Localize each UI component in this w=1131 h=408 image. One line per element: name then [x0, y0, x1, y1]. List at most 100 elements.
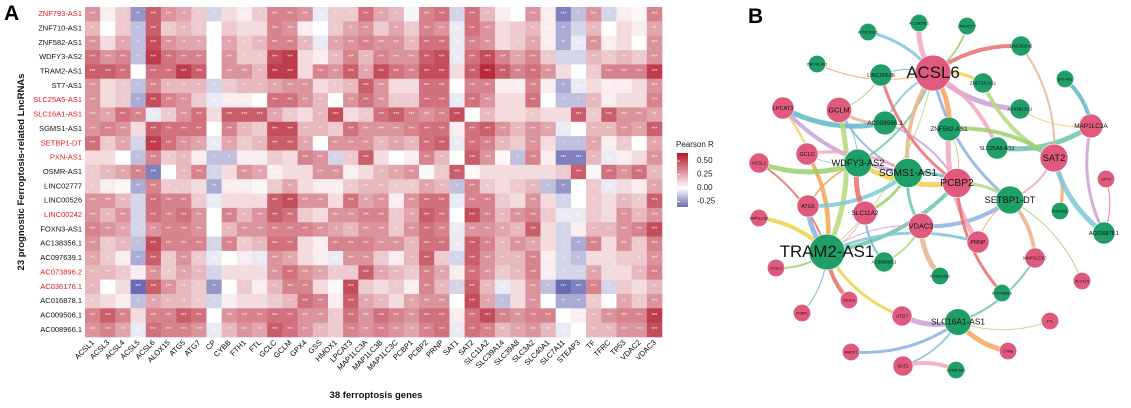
heatmap-cell — [434, 35, 450, 51]
heatmap-cell — [646, 21, 663, 36]
heatmap-cell — [449, 236, 465, 252]
heatmap-cell — [525, 322, 541, 338]
significance-label: ** — [273, 284, 277, 290]
lncrna-node-circle — [1010, 35, 1032, 57]
heatmap-cell — [85, 236, 101, 252]
significance-label: ** — [242, 126, 246, 132]
heatmap-cell — [479, 279, 496, 295]
significance-label: * — [304, 55, 306, 61]
heatmap-cell — [449, 207, 465, 223]
significance-label: ** — [364, 198, 368, 204]
significance-label: *** — [439, 141, 445, 147]
significance-label: *** — [272, 12, 278, 18]
significance-label: ns — [545, 83, 551, 89]
heatmap-cell — [494, 293, 511, 309]
significance-label: *** — [409, 169, 415, 175]
significance-label: ** — [273, 83, 277, 89]
significance-label: ** — [197, 83, 201, 89]
significance-label: *** — [90, 112, 96, 118]
heatmap-cell — [616, 35, 632, 51]
significance-label: ns — [333, 184, 339, 190]
significance-label: ** — [592, 227, 596, 233]
lncrna-node-circle — [972, 72, 994, 94]
significance-label: *** — [348, 284, 354, 290]
heatmap-cell — [570, 21, 587, 36]
row-label: SGMS1-AS1 — [39, 124, 82, 133]
heatmap-cell — [434, 250, 450, 266]
heatmap-cell — [434, 265, 450, 280]
significance-label: *** — [257, 212, 263, 218]
significance-label: *** — [242, 327, 248, 333]
heatmap-cell — [343, 322, 359, 338]
significance-label: * — [532, 169, 534, 175]
node-label: SLC16A1-AS1 — [931, 317, 985, 327]
network-node: ACSL6 — [906, 54, 960, 92]
heatmap-cell — [464, 93, 481, 108]
significance-label: *** — [242, 69, 248, 75]
significance-label: * — [593, 112, 595, 118]
significance-label: ** — [288, 255, 292, 261]
significance-label: *** — [439, 212, 445, 218]
heatmap-cell — [191, 222, 207, 237]
significance-label: ** — [501, 327, 505, 333]
heatmap-cell — [555, 150, 572, 166]
significance-label: ** — [485, 298, 489, 304]
significance-label: *** — [333, 141, 339, 147]
significance-label: *** — [150, 55, 156, 61]
significance-label: * — [107, 98, 109, 104]
heatmap-cell — [373, 35, 389, 51]
heatmap-cell — [327, 121, 344, 137]
significance-label: ** — [303, 40, 307, 46]
significance-label: * — [137, 40, 139, 46]
significance-label: ns — [333, 255, 339, 261]
significance-label: * — [243, 26, 245, 32]
heatmap-cell — [236, 121, 253, 137]
heatmap-cell — [206, 250, 222, 266]
heatmap-cell — [419, 193, 435, 209]
significance-label: * — [107, 40, 109, 46]
significance-label: *** — [378, 227, 384, 233]
significance-label: ** — [501, 255, 505, 261]
heatmap-cell — [646, 150, 663, 166]
significance-label: * — [593, 69, 595, 75]
heatmap-cell — [525, 279, 541, 295]
significance-label: * — [122, 83, 124, 89]
heatmap-cell — [494, 7, 511, 22]
significance-label: *** — [424, 26, 430, 32]
significance-label: *** — [409, 112, 415, 118]
significance-label: *** — [439, 227, 445, 233]
significance-label: *** — [393, 126, 399, 132]
significance-label: * — [122, 270, 124, 276]
heatmap-cell — [85, 193, 101, 209]
significance-label: * — [456, 12, 458, 18]
significance-label: *** — [348, 69, 354, 75]
heatmap-cell — [85, 222, 101, 237]
significance-label: * — [547, 141, 549, 147]
heatmap-cell — [464, 193, 481, 209]
heatmap-cell — [631, 322, 648, 338]
significance-label: ns — [348, 169, 354, 175]
significance-label: ** — [318, 327, 322, 333]
heatmap-cell — [616, 222, 632, 237]
heatmap-cell — [449, 222, 465, 237]
significance-label: ns — [151, 112, 157, 118]
significance-label: *** — [409, 227, 415, 233]
significance-label: * — [228, 198, 230, 204]
heatmap-cell — [388, 236, 405, 252]
heatmap-cell — [434, 179, 450, 194]
node-label: FTL — [1047, 319, 1053, 323]
heatmap-cell — [388, 78, 405, 94]
significance-label: *** — [651, 83, 657, 89]
heatmap-cell — [479, 236, 496, 252]
significance-label: *** — [378, 83, 384, 89]
heatmap-cell — [403, 136, 420, 151]
significance-label: ns — [166, 169, 172, 175]
significance-label: *** — [409, 69, 415, 75]
heatmap-cell — [252, 35, 268, 51]
heatmap-cell — [616, 179, 632, 194]
heatmap-cell — [449, 250, 465, 266]
heatmap-cell — [646, 250, 663, 266]
heatmap-cell — [100, 265, 116, 280]
significance-label: *** — [515, 241, 521, 247]
significance-label: * — [304, 69, 306, 75]
